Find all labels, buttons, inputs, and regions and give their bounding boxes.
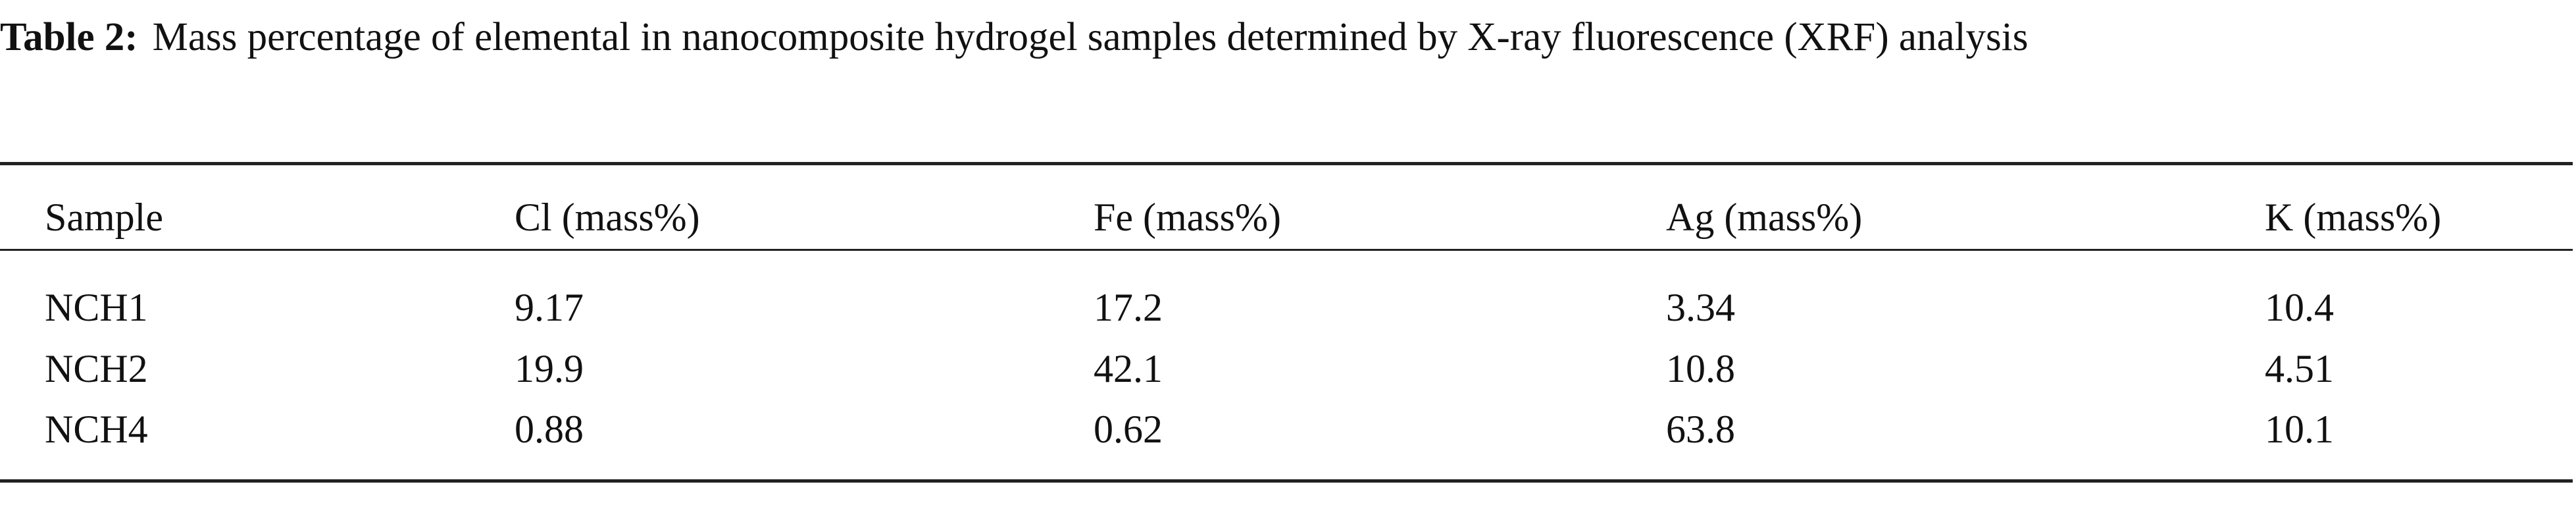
table-cell: 19.9 xyxy=(515,347,584,390)
table-cell: 0.62 xyxy=(1094,408,1163,451)
table-cell: 10.8 xyxy=(1666,347,1735,390)
caption-text: Mass percentage of elemental in nanocomp… xyxy=(152,15,2029,59)
row-label: NCH4 xyxy=(45,408,148,451)
table-cell: 0.88 xyxy=(515,408,584,451)
table-cell: 10.1 xyxy=(2265,408,2334,451)
header-cell: K (mass%) xyxy=(2265,196,2442,239)
header-cell: Sample xyxy=(45,196,163,239)
row-label: NCH1 xyxy=(45,286,148,329)
table-cell: 17.2 xyxy=(1094,286,1163,329)
table-caption: Table 2: Mass percentage of elemental in … xyxy=(0,5,2574,70)
header-cell: Cl (mass%) xyxy=(515,196,700,239)
table-cell: 10.4 xyxy=(2265,286,2334,329)
table-cell: 9.17 xyxy=(515,286,584,329)
table-cell: 4.51 xyxy=(2265,347,2334,390)
table-cell: 42.1 xyxy=(1094,347,1163,390)
header-rule xyxy=(0,249,2573,251)
caption-label: Table 2: xyxy=(0,15,138,59)
table-cell: 63.8 xyxy=(1666,408,1735,451)
top-rule xyxy=(0,162,2573,165)
table-cell: 3.34 xyxy=(1666,286,1735,329)
row-label: NCH2 xyxy=(45,347,148,390)
bottom-rule xyxy=(0,479,2573,483)
header-cell: Ag (mass%) xyxy=(1666,196,1863,239)
header-cell: Fe (mass%) xyxy=(1094,196,1281,239)
